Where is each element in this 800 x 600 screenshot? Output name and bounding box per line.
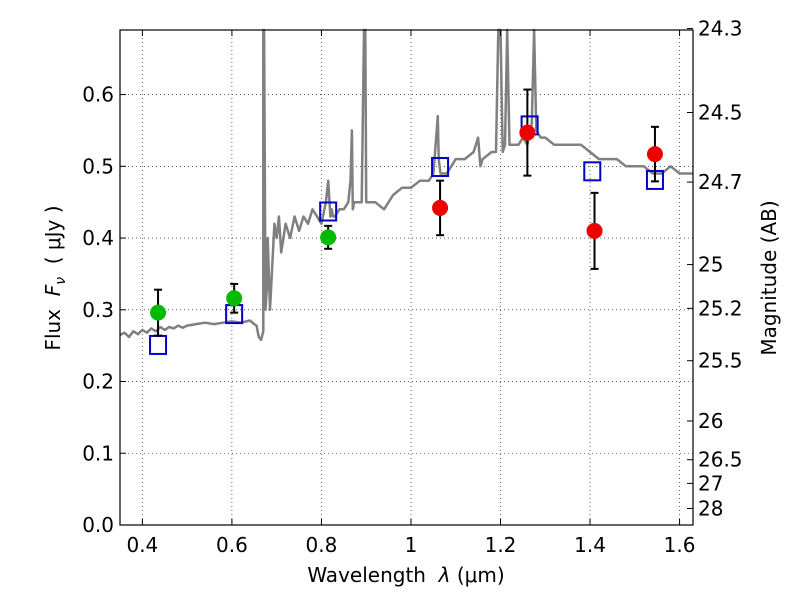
- observed-green-point: [150, 304, 167, 321]
- model-photometry-square: [431, 157, 450, 178]
- observed-green-point: [320, 229, 337, 246]
- y-axis-label-symbol: F: [41, 284, 65, 296]
- y-tick-label: 0.0: [82, 513, 114, 537]
- y-axis-label-prefix: Flux: [41, 296, 65, 350]
- y-tick-label: 0.1: [82, 441, 114, 465]
- ticks: 0.4 0.6 0.8 1 1.2 1.4 1.6 0.0 0.1 0.2 0.3 0.4 0.5 0.6…: [82, 17, 742, 557]
- magnitude-axis-label: Magnitude (AB): [757, 200, 781, 355]
- spectrum-line: [119, 28, 693, 342]
- x-tick-label: 1.6: [664, 533, 696, 557]
- magnitude-tick-label: 26.5: [698, 448, 743, 472]
- magnitude-tick-label: 24.5: [698, 101, 743, 125]
- magnitude-tick-label: 26: [698, 409, 723, 433]
- plot-frame: [119, 29, 694, 526]
- x-axis-label-prefix: Wavelength: [307, 563, 438, 587]
- model-photometry-square: [583, 161, 602, 182]
- x-tick-label: 0.8: [306, 533, 338, 557]
- x-axis-label-symbol: λ: [438, 563, 451, 587]
- observed-red-point: [432, 199, 449, 216]
- x-tick-label: 1: [405, 533, 418, 557]
- magnitude-tick-label: 25.2: [698, 296, 743, 320]
- x-tick-label: 1.2: [485, 533, 517, 557]
- y-axis-label: Flux Fν ( μJy ): [41, 205, 69, 350]
- y-axis-label-suffix: ( μJy ): [41, 205, 65, 277]
- y-tick-label: 0.3: [82, 298, 114, 322]
- y-axis-label-subscript: ν: [53, 277, 69, 285]
- magnitude-tick-label: 27: [698, 471, 723, 495]
- model-photometry-square: [319, 201, 338, 222]
- observed-red-point: [646, 146, 663, 163]
- magnitude-tick-label: 28: [698, 497, 723, 521]
- y-tick-label: 0.2: [82, 370, 114, 394]
- y-tick-label: 0.5: [82, 154, 114, 178]
- grid: [120, 30, 693, 526]
- observed-red-point: [519, 124, 536, 141]
- observed-red-point: [586, 222, 603, 239]
- magnitude-tick-label: 25.5: [698, 349, 743, 373]
- x-tick-label: 0.4: [126, 533, 158, 557]
- observed-green-point: [226, 290, 243, 307]
- magnitude-tick-label: 24.3: [698, 17, 743, 41]
- x-axis-label: Wavelength λ (μm): [307, 563, 504, 587]
- magnitude-tick-label: 24.7: [698, 170, 743, 194]
- x-axis-label-suffix: (μm): [451, 563, 505, 587]
- magnitude-tick-label: 25: [698, 253, 723, 277]
- x-tick-label: 1.4: [574, 533, 606, 557]
- x-tick-label: 0.6: [216, 533, 248, 557]
- data-layer: [119, 28, 693, 355]
- y-tick-label: 0.4: [82, 226, 114, 250]
- y-tick-label: 0.6: [82, 83, 114, 107]
